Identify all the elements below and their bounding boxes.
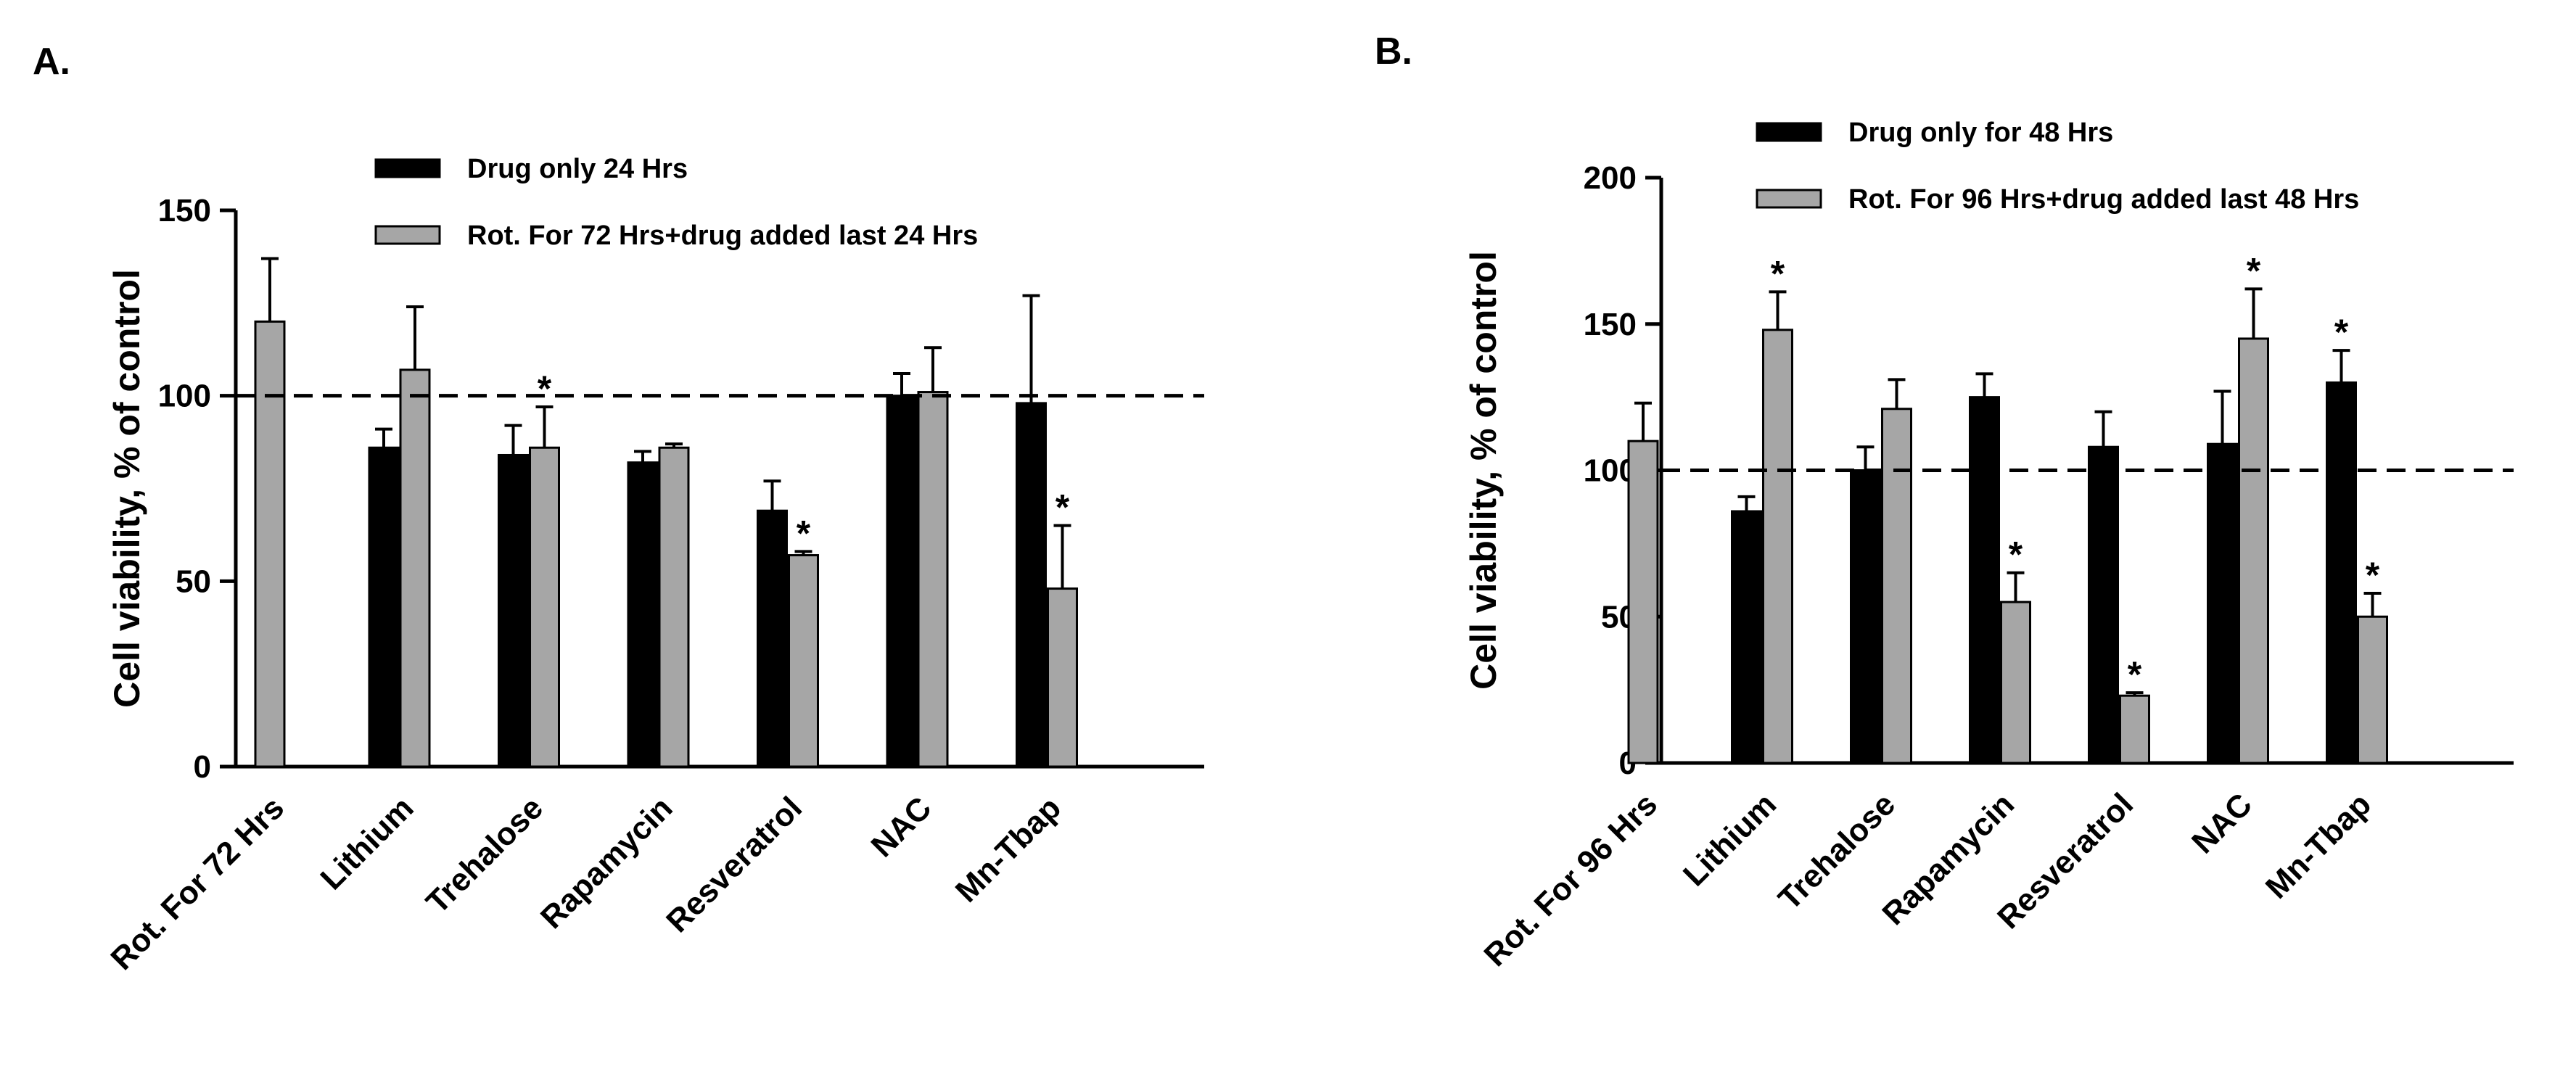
category-label: Lithium (314, 790, 421, 896)
bar (1016, 402, 1047, 768)
bar (2000, 601, 2031, 764)
y-axis-title: Cell viability, % of control (107, 269, 147, 708)
y-tick-label: 50 (176, 564, 211, 599)
significance-star: * (538, 368, 552, 409)
bar (1731, 510, 1762, 764)
chart-panel-a: A. 0 50 100 150 Cell viability, % of control D… (33, 41, 1204, 977)
bar (757, 509, 788, 768)
bar (788, 554, 819, 768)
bar (1881, 408, 1912, 764)
bar (1969, 396, 2000, 764)
y-tick-label: 150 (1584, 307, 1637, 342)
bar (2119, 694, 2150, 764)
legend-swatch (1756, 189, 1822, 209)
y-tick-label: 150 (158, 193, 211, 228)
bar (2238, 337, 2269, 764)
category-label: Mn-Tbap (2259, 786, 2378, 905)
bar (917, 391, 949, 768)
bar (627, 461, 659, 768)
legend-label: Drug only 24 Hrs (467, 154, 688, 184)
category-label: NAC (2185, 786, 2259, 860)
bar (886, 395, 918, 768)
category-label: NAC (865, 790, 939, 864)
category-label: Rapamycin (534, 790, 680, 936)
category-label: Rot. For 72 Hrs (104, 790, 291, 977)
bar (1850, 469, 1881, 764)
bar (1047, 587, 1078, 768)
panel-label: A. (33, 41, 70, 83)
category-label: Rot. For 96 Hrs (1477, 786, 1664, 973)
bar (2357, 615, 2388, 764)
significance-star: * (1055, 487, 1070, 528)
bar (368, 446, 400, 768)
legend-swatch (374, 225, 441, 245)
panel-label: B. (1375, 30, 1412, 73)
legend-swatch (374, 158, 441, 178)
y-tick-label: 0 (194, 749, 211, 785)
category-label: Mn-Tbap (949, 790, 1068, 909)
chart-panel-b: B.050100150200Cell viability, % of contr… (1375, 30, 2514, 973)
significance-star: * (2247, 250, 2261, 291)
significance-star: * (1771, 253, 1785, 294)
legend-label: Drug only for 48 Hrs (1848, 117, 2113, 148)
category-label: Lithium (1676, 786, 1783, 893)
y-tick-label: 200 (1584, 160, 1637, 196)
legend-swatch (1756, 122, 1822, 142)
bar (2326, 381, 2357, 764)
significance-star: * (2128, 654, 2142, 695)
significance-star: * (2366, 555, 2380, 595)
bar (254, 320, 286, 768)
bar (1762, 329, 1793, 764)
bar (658, 446, 690, 768)
bar (2088, 445, 2119, 764)
significance-star: * (2009, 535, 2023, 575)
bar (529, 446, 560, 768)
bar (498, 453, 529, 768)
category-label: Trehalose (419, 790, 550, 920)
bar (1627, 440, 1659, 764)
bar (2207, 442, 2238, 764)
significance-star: * (2334, 312, 2349, 352)
bar (399, 368, 431, 768)
legend-label: Rot. For 96 Hrs+drug added last 48 Hrs (1848, 184, 2359, 215)
y-tick-label: 100 (158, 379, 211, 414)
category-label: Trehalose (1771, 786, 1902, 917)
significance-star: * (797, 513, 811, 553)
y-axis-title: Cell viability, % of control (1463, 251, 1504, 690)
category-label: Resveratrol (659, 790, 809, 939)
legend-label: Rot. For 72 Hrs+drug added last 24 Hrs (467, 220, 978, 251)
